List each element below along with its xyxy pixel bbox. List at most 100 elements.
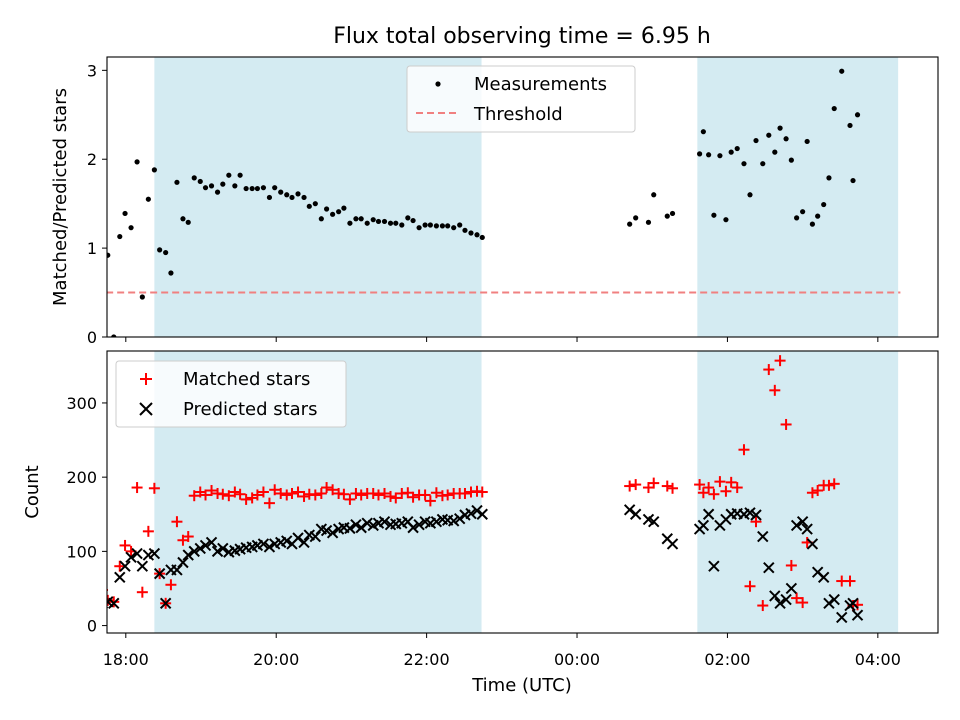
matched-point [757,600,769,612]
measurement-point [474,232,480,238]
legend-predicted-marker [139,402,153,416]
matched-point [812,485,824,497]
matched-point [350,487,362,499]
matched-point [188,490,200,502]
measurement-point [850,177,856,184]
measurement-point [381,218,388,225]
predicted-point [453,513,466,525]
measurement-point [370,217,376,223]
matched-point [292,486,304,498]
matched-point [667,482,679,494]
count-y-tick-label: 100 [66,542,97,561]
predicted-point [153,567,166,580]
matched-point [744,580,756,592]
x-tick-label: 18:00 [103,650,149,669]
predicted-point [188,545,200,558]
measurement-point [284,192,290,198]
predicted-point [847,597,859,610]
measurement-point [278,189,284,195]
predicted-point [851,609,864,621]
matched-point [206,485,218,497]
legend-matched-marker [140,373,152,385]
matched-point [251,489,263,501]
matched-point [828,478,840,490]
matched-point [148,482,160,494]
measurement-point [711,212,717,218]
measurement-point [405,215,411,221]
measurement-point [800,209,806,215]
measurement-point [416,225,422,231]
measurement-point [697,151,703,157]
measurement-point [439,223,446,229]
predicted-point [320,524,333,537]
count-series-matched-stars [79,355,864,612]
x-tick-label: 20:00 [253,650,299,669]
predicted-point [413,518,425,531]
measurement-point [393,220,399,226]
measurement-point [254,185,261,192]
predicted-point [697,519,710,532]
matched-point [407,491,419,503]
x-tick-label: 00:00 [554,650,600,669]
predicted-point [131,547,143,560]
measurement-point [71,133,76,138]
measurement-point [826,175,832,181]
measurement-point [117,233,123,240]
measurement-point [633,215,639,221]
measurement-point [479,234,485,241]
predicted-point [750,509,762,521]
measurement-point [134,159,140,165]
measurement-point [783,136,789,142]
predicted-point [114,571,126,584]
matched-point [385,490,397,502]
predicted-point [780,593,792,606]
matched-point [79,568,90,579]
predicted-point [817,571,830,584]
predicted-point [159,597,172,610]
predicted-point [292,532,304,544]
predicted-point [785,582,798,595]
predicted-point [361,517,373,529]
matched-point [442,489,454,501]
predicted-point [136,560,149,572]
measurement-point [445,223,451,229]
matched-point [823,479,835,491]
measurement-point [772,149,778,155]
matched-point [286,487,298,499]
matched-point [114,560,126,572]
measurement-point [214,189,221,195]
matched-point [806,487,818,499]
measurement-point [168,270,174,276]
ratio-y-tick-label: 3 [87,61,97,80]
matched-point [321,482,333,494]
ratio-y-tick-label: 0 [87,328,97,347]
predicted-point [194,542,206,555]
measurement-point [249,185,255,192]
predicted-point [708,560,720,572]
measurement-point [272,185,278,191]
measurement-point [128,225,134,231]
matched-point [738,444,750,456]
predicted-point [355,521,367,534]
matched-point [697,487,709,499]
ratio-y-tick-label: 1 [87,239,97,258]
matched-point [661,480,673,492]
matched-point [257,486,269,498]
predicted-point [85,576,95,586]
measurement-point [645,219,652,225]
predicted-point [257,538,270,550]
predicted-point [648,515,660,528]
matched-point [372,489,384,501]
predicted-point [744,507,756,519]
matched-point [797,597,809,609]
matched-point [785,559,797,571]
measurement-point [387,220,394,226]
predicted-point [447,515,460,527]
matched-point [107,588,108,591]
measurement-point [427,222,433,228]
measurement-point [347,220,353,226]
legend-measurements-label: Measurements [474,74,607,95]
matched-point [694,479,706,491]
matched-point [165,579,177,591]
